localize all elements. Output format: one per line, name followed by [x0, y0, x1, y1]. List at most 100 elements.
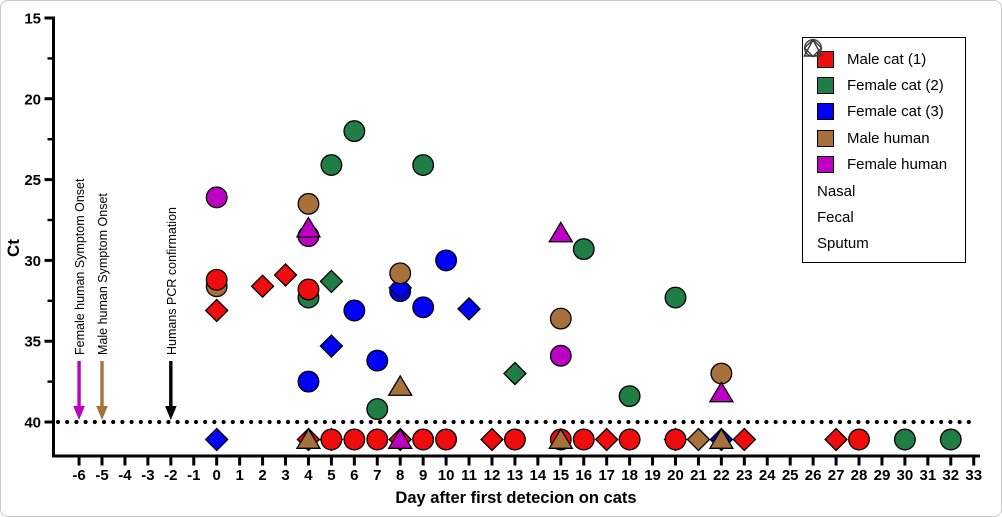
female_cat_3-color-swatch	[817, 103, 834, 121]
marker-male_cat-fecal	[250, 274, 275, 299]
marker-male_human-sputum	[295, 427, 322, 449]
x-tick-label: 11	[461, 467, 477, 484]
x-tick-label: -4	[118, 467, 132, 484]
female_human-color-swatch	[817, 156, 834, 174]
legend-item-sputum: Sputum	[803, 38, 965, 257]
x-tick-label: -6	[72, 467, 85, 484]
marker-female_cat_3-nasal	[412, 296, 435, 319]
marker-male_human-sputum	[708, 427, 735, 449]
marker-female_cat_2-nasal	[664, 286, 687, 309]
x-tick-label: 28	[851, 467, 868, 484]
legend-box: Male cat (1) Female cat (2) Female cat (3)…	[802, 37, 966, 263]
x-tick-label: 22	[713, 467, 730, 484]
x-tick-label: 31	[919, 467, 936, 484]
marker-female_human-nasal	[205, 186, 228, 209]
marker-male_cat-nasal	[664, 428, 687, 451]
x-tick-label: 24	[759, 467, 776, 484]
x-tick-label: -2	[164, 467, 177, 484]
x-axis-ticks: -6 -5 -4 -3 -2 -1 0 1 2 3 4 5 6 7 8 9 10 11 12 13 14 15 16 17 18…	[72, 456, 982, 484]
x-tick-label: 23	[736, 467, 753, 484]
x-tick-label: 8	[396, 467, 404, 484]
marker-male_human-fecal	[686, 427, 711, 452]
marker-male_human-sputum	[387, 374, 413, 396]
x-tick-label: -3	[141, 467, 154, 484]
marker-male_cat-nasal	[320, 428, 343, 451]
legend-item-male_cat: Male cat (1)	[803, 46, 965, 72]
legend-label: Female cat (3)	[847, 103, 944, 121]
legend-item-female_cat_3: Female cat (3)	[803, 99, 965, 125]
marker-female_cat_2-nasal	[366, 398, 389, 421]
marker-female_cat_2-fecal	[503, 361, 527, 386]
legend-label: Sputum	[817, 235, 869, 253]
marker-female_cat_3-fecal	[204, 427, 229, 452]
annotation-label: Humans PCR confirmation	[165, 207, 179, 355]
legend-label: Male human	[847, 129, 930, 147]
annotation-0: Female human Symptom Onset	[73, 178, 87, 420]
marker-male_cat-fecal	[204, 298, 229, 323]
x-tick-label: 12	[484, 467, 501, 484]
y-tick-label: 35	[24, 334, 41, 351]
sputum-shape-icon	[803, 38, 823, 57]
marker-female_cat_2-nasal	[939, 428, 962, 451]
legend-label: Fecal	[817, 209, 854, 227]
x-tick-label: 20	[667, 467, 684, 484]
annotation-label: Female human Symptom Onset	[73, 178, 87, 355]
x-tick-label: 17	[598, 467, 615, 484]
legend-item-male_human: Male human	[803, 125, 965, 151]
x-tick-label: 29	[874, 467, 891, 484]
annotation-2: Humans PCR confirmation	[165, 207, 179, 420]
legend-label: Nasal	[817, 182, 856, 200]
marker-male_cat-nasal	[205, 268, 228, 291]
marker-female_cat_2-nasal	[893, 428, 916, 451]
marker-male_cat-fecal	[273, 263, 298, 287]
marker-male_cat-nasal	[435, 428, 458, 451]
marker-male_human-sputum	[548, 427, 574, 449]
negative-data-points	[204, 427, 962, 452]
marker-female_cat_2-nasal	[412, 154, 435, 177]
x-tick-label: 25	[782, 467, 799, 484]
y-axis-ticks: 15 20 25 30 35 40	[24, 11, 53, 432]
marker-male_human-nasal	[549, 307, 572, 330]
x-tick-label: 9	[419, 467, 427, 484]
marker-female_cat_3-nasal	[435, 249, 458, 272]
marker-male_cat-nasal	[572, 428, 595, 451]
x-tick-label: 2	[258, 467, 266, 484]
y-tick-label: 30	[24, 253, 41, 270]
marker-female_cat_2-nasal	[343, 120, 366, 143]
annotation-label: Male human Symptom Onset	[96, 193, 110, 355]
y-tick-label: 25	[24, 172, 41, 189]
x-tick-label: 15	[552, 467, 569, 484]
x-axis-title: Day after first detecion on cats	[395, 489, 636, 507]
marker-male_cat-nasal	[343, 428, 366, 451]
marker-female_human-sputum	[387, 427, 413, 449]
legend-label: Female human	[847, 156, 948, 174]
y-tick-label: 15	[24, 11, 41, 28]
marker-female_cat_3-nasal	[297, 370, 320, 393]
y-tick-label: 20	[24, 91, 41, 108]
x-tick-label: 1	[235, 467, 243, 484]
marker-male_human-nasal	[297, 192, 320, 215]
x-tick-label: 5	[327, 467, 335, 484]
x-tick-label: -5	[95, 467, 108, 484]
x-tick-label: 14	[530, 467, 547, 484]
x-tick-label: 32	[942, 467, 959, 484]
male_human-color-swatch	[817, 129, 834, 147]
marker-male_human-nasal	[710, 362, 733, 385]
marker-female_cat_3-nasal	[343, 299, 366, 322]
marker-male_cat-nasal	[366, 428, 389, 451]
marker-male_cat-nasal	[848, 428, 870, 451]
x-tick-label: 19	[644, 467, 661, 484]
marker-female_human-nasal	[549, 344, 572, 367]
marker-female_human-sputum	[708, 381, 735, 403]
marker-female_cat_3-nasal	[366, 349, 389, 372]
x-tick-label: 3	[281, 467, 289, 484]
legend-item-female_cat_2: Female cat (2)	[803, 72, 965, 98]
marker-male_cat-nasal	[412, 428, 435, 451]
y-tick-label: 40	[24, 415, 41, 432]
x-tick-label: 10	[438, 467, 455, 484]
x-tick-label: 0	[213, 467, 221, 484]
marker-female_human-sputum	[295, 216, 322, 238]
x-tick-label: -1	[187, 467, 200, 484]
marker-male_human-nasal	[389, 262, 412, 285]
